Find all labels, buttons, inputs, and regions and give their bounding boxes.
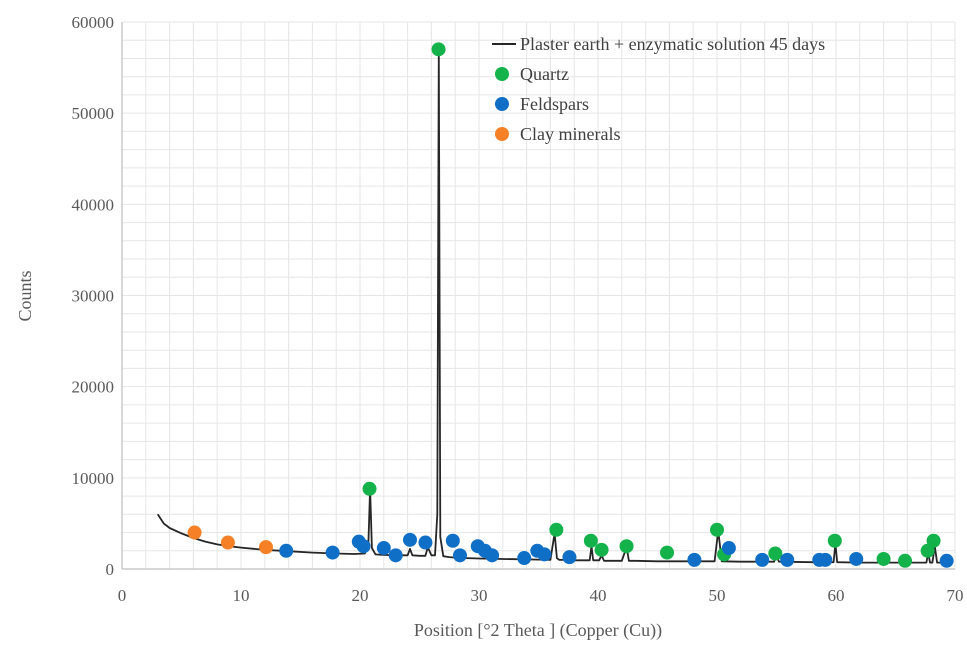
x-tick-label: 40 — [590, 586, 607, 605]
feldspars-point — [818, 552, 833, 567]
x-tick-label: 60 — [828, 586, 845, 605]
x-tick-label: 30 — [471, 586, 488, 605]
feldspars-point — [721, 541, 736, 556]
y-tick-label: 40000 — [72, 195, 115, 214]
x-tick-label: 50 — [709, 586, 726, 605]
series-line — [156, 48, 947, 564]
legend-label: Quartz — [520, 64, 569, 84]
quartz-point — [619, 539, 634, 554]
feldspars-point — [755, 552, 770, 567]
feldspars-point — [418, 535, 433, 550]
y-tick-label: 20000 — [72, 378, 115, 397]
feldspars-point — [388, 548, 403, 563]
feldspars-point — [517, 551, 532, 566]
legend-label: Feldspars — [520, 94, 589, 114]
x-axis-title: Position [°2 Theta ] (Copper (Cu)) — [414, 620, 662, 641]
axes — [121, 22, 955, 570]
legend: Plaster earth + enzymatic solution 45 da… — [492, 34, 825, 144]
y-tick-label: 30000 — [72, 287, 115, 306]
x-tick-label: 10 — [233, 586, 250, 605]
y-tick-label: 50000 — [72, 104, 115, 123]
feldspars-point — [279, 543, 294, 558]
clay-minerals-point — [258, 540, 273, 555]
feldspars-point — [780, 552, 795, 567]
y-tick-label: 0 — [106, 560, 115, 579]
y-tick-label: 10000 — [72, 469, 115, 488]
quartz-point — [876, 551, 891, 566]
feldspars-point — [849, 551, 864, 566]
quartz-point — [583, 533, 598, 548]
y-axis-title: Counts — [15, 270, 35, 321]
feldspars-point — [356, 539, 371, 554]
quartz-point — [431, 42, 446, 57]
quartz-point — [710, 522, 724, 537]
quartz-point — [362, 481, 377, 496]
y-tick-label: 60000 — [72, 13, 115, 32]
quartz-point — [827, 533, 842, 548]
feldspars-point — [687, 552, 702, 567]
x-tick-label: 20 — [352, 586, 369, 605]
y-tick-labels: 0 10000 20000 30000 40000 50000 60000 — [72, 13, 115, 579]
quartz-point — [898, 553, 913, 568]
quartz-point — [768, 546, 783, 561]
plot-area — [156, 42, 954, 568]
legend-marker-swatch — [495, 67, 509, 81]
feldspars-point — [485, 548, 500, 563]
legend-marker-swatch — [495, 127, 509, 141]
feldspars-point — [562, 550, 577, 565]
feldspars-point — [402, 532, 417, 547]
clay-minerals-point — [187, 525, 202, 540]
legend-marker-swatch — [495, 97, 509, 111]
feldspars-point — [452, 548, 467, 563]
quartz-point — [549, 522, 564, 537]
feldspars-point — [537, 547, 552, 562]
clay-minerals-point — [220, 535, 235, 550]
legend-label: Plaster earth + enzymatic solution 45 da… — [520, 34, 825, 54]
x-tick-labels: 0 10 20 30 40 50 60 70 — [118, 586, 964, 605]
quartz-point — [660, 545, 675, 560]
grid — [122, 21, 956, 569]
feldspars-point — [445, 533, 460, 548]
x-tick-label: 0 — [118, 586, 127, 605]
legend-label: Clay minerals — [520, 124, 620, 144]
feldspars-point — [376, 541, 391, 556]
quartz-point — [594, 542, 609, 557]
feldspars-point — [325, 545, 340, 560]
feldspars-point — [939, 553, 954, 568]
x-tick-label: 70 — [947, 586, 964, 605]
quartz-point — [926, 533, 941, 548]
